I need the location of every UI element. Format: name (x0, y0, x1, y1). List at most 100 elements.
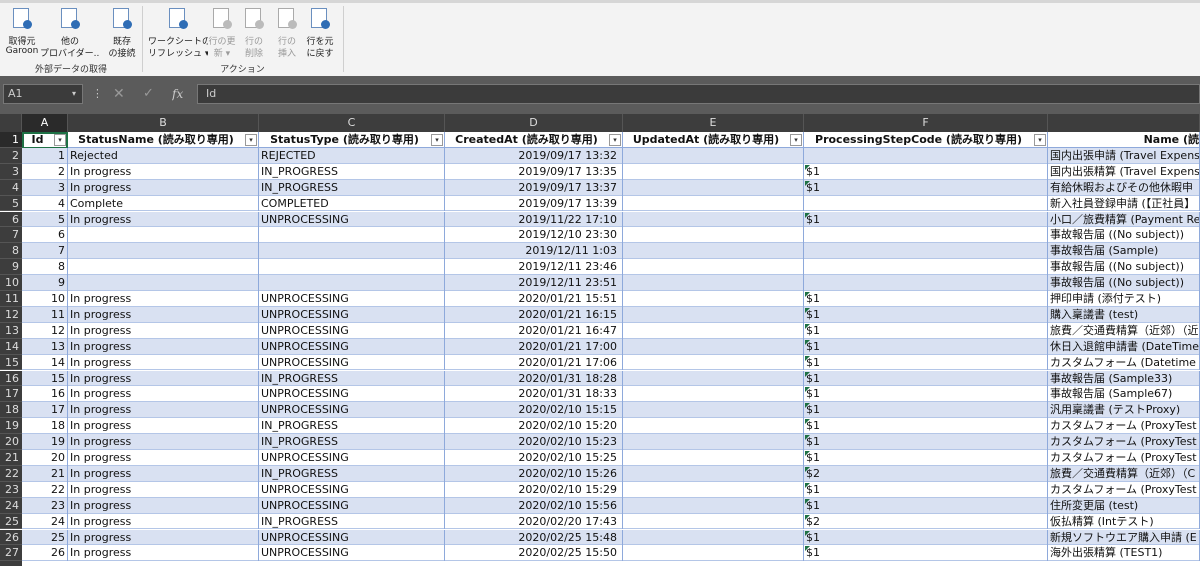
ribbon-button[interactable]: ワークシートの リフレッシュ ▾ (148, 5, 208, 59)
cell[interactable]: $1 (804, 354, 1048, 371)
cell[interactable]: 24 (22, 513, 68, 530)
cell[interactable] (623, 434, 804, 450)
cell[interactable]: $1 (804, 402, 1048, 419)
cell[interactable] (623, 338, 804, 355)
cell[interactable]: 購入稟議書 (test) (1048, 306, 1200, 323)
filter-button[interactable]: ▾ (54, 134, 66, 146)
enter-button[interactable]: ✓ (143, 86, 154, 101)
cell[interactable] (623, 545, 804, 562)
cell[interactable]: UNPROCESSING (259, 529, 445, 546)
cell[interactable]: 2020/01/21 15:51 (445, 291, 623, 307)
cell[interactable]: 新入社員登録申請 (【正社員】 (1048, 195, 1200, 212)
cell[interactable]: 事故報告届 ((No subject)) (1048, 259, 1200, 276)
cell[interactable]: 2019/11/22 17:10 (445, 211, 623, 228)
cell[interactable]: UNPROCESSING (259, 322, 445, 339)
cell[interactable]: 休日入退館申請書 (DateTime (1050, 338, 1200, 355)
cell[interactable]: 2019/09/17 13:32 (445, 147, 623, 164)
cell[interactable]: In progress (68, 545, 259, 562)
cell[interactable] (804, 243, 1048, 260)
cell[interactable] (623, 497, 804, 514)
column-header[interactable]: B (68, 114, 259, 132)
cell[interactable]: 事故報告届 ((No subject)) (1048, 227, 1200, 244)
cell[interactable]: 2020/01/31 18:28 (445, 370, 623, 387)
cell[interactable]: 小口／旅費精算 (Payment Re (1050, 211, 1200, 228)
cell[interactable] (623, 370, 804, 387)
row-header[interactable]: 13 (0, 322, 22, 339)
cell[interactable]: 事故報告届 (Sample33) (1048, 370, 1200, 387)
cell[interactable]: 2020/02/10 15:26 (445, 465, 623, 482)
cell[interactable]: UNPROCESSING (259, 402, 445, 419)
cell[interactable]: 2020/02/10 15:56 (445, 497, 623, 514)
cell[interactable]: 2019/09/17 13:35 (445, 163, 623, 180)
row-header[interactable]: 4 (0, 179, 22, 196)
cell[interactable]: UNPROCESSING (259, 211, 445, 228)
menu-dots[interactable]: ⋮ (92, 87, 98, 100)
cell[interactable]: $1 (804, 434, 1048, 450)
cell[interactable]: In progress (68, 497, 259, 514)
row-header[interactable]: 5 (0, 195, 22, 212)
cell[interactable]: 9 (22, 275, 68, 291)
cell[interactable]: $1 (804, 370, 1048, 387)
cell[interactable]: 押印申請 (添付テスト) (1048, 291, 1200, 307)
cell[interactable]: Rejected (68, 147, 259, 164)
cell[interactable] (804, 147, 1048, 164)
cell[interactable]: 18 (22, 418, 68, 435)
column-header[interactable]: A (22, 114, 68, 132)
ribbon-button[interactable]: 既存 の接続 (92, 5, 152, 59)
cell[interactable]: $1 (804, 386, 1048, 403)
cell[interactable]: 12 (22, 322, 68, 339)
cell[interactable]: In progress (68, 450, 259, 466)
cell[interactable]: 5 (22, 211, 68, 228)
filter-button[interactable]: ▾ (431, 134, 443, 146)
cell[interactable]: $1 (804, 291, 1048, 307)
cell[interactable]: $1 (804, 529, 1048, 546)
cell[interactable]: 2020/01/31 18:33 (445, 386, 623, 403)
row-header[interactable]: 26 (0, 529, 22, 546)
cell[interactable]: 4 (22, 195, 68, 212)
cancel-button[interactable]: ✕ (113, 86, 125, 102)
cell[interactable] (804, 227, 1048, 244)
ribbon-button[interactable]: 行の 削除 (224, 5, 284, 59)
row-header[interactable]: 20 (0, 434, 22, 450)
cell[interactable]: 新規ソフトウエア購入申請 (E (1048, 529, 1200, 546)
cell[interactable]: 11 (22, 306, 68, 323)
name-box[interactable]: A1 (3, 84, 83, 104)
cell[interactable] (623, 481, 804, 498)
cell[interactable] (259, 275, 445, 291)
cell[interactable] (623, 243, 804, 260)
cell[interactable]: 17 (22, 402, 68, 419)
row-header[interactable]: 14 (0, 338, 22, 355)
cell[interactable] (804, 195, 1048, 212)
cell[interactable] (623, 465, 804, 482)
cell[interactable]: 2020/02/10 15:15 (445, 402, 623, 419)
cell[interactable]: 汎用稟議書 (テストProxy) (1048, 402, 1200, 419)
filter-button[interactable]: ▾ (1034, 134, 1046, 146)
cell[interactable]: UNPROCESSING (259, 545, 445, 562)
cell[interactable]: $1 (804, 418, 1048, 435)
cell[interactable]: In progress (68, 529, 259, 546)
cell[interactable]: 2020/01/21 17:06 (445, 354, 623, 371)
cell[interactable]: 2020/01/21 17:00 (445, 338, 623, 355)
cell[interactable]: 20 (22, 450, 68, 466)
cell[interactable]: In progress (68, 465, 259, 482)
cell[interactable]: カスタムフォーム (ProxyTest (1048, 434, 1200, 450)
cell[interactable]: In progress (68, 386, 259, 403)
cell[interactable]: $1 (804, 545, 1048, 562)
cell[interactable]: 2020/01/21 16:47 (445, 322, 623, 339)
cell[interactable] (623, 291, 804, 307)
cell[interactable]: UNPROCESSING (259, 338, 445, 355)
cell[interactable]: In progress (68, 179, 259, 196)
cell[interactable]: 6 (22, 227, 68, 244)
function-button[interactable]: fx (172, 87, 184, 101)
cell[interactable]: 14 (22, 354, 68, 371)
row-header[interactable]: 3 (0, 163, 22, 180)
cell[interactable]: 2019/12/11 23:51 (445, 275, 623, 291)
header-cell[interactable]: CreatedAt (読み取り専用) (445, 132, 623, 148)
cell[interactable] (259, 227, 445, 244)
cell[interactable]: 旅費／交通費精算（近郊）（C (1048, 465, 1200, 482)
formula-input[interactable]: Id (197, 84, 1200, 104)
cell[interactable]: 25 (22, 529, 68, 546)
cell[interactable]: 21 (22, 465, 68, 482)
cell[interactable] (623, 529, 804, 546)
cell[interactable]: 事故報告届 (Sample67) (1048, 386, 1200, 403)
